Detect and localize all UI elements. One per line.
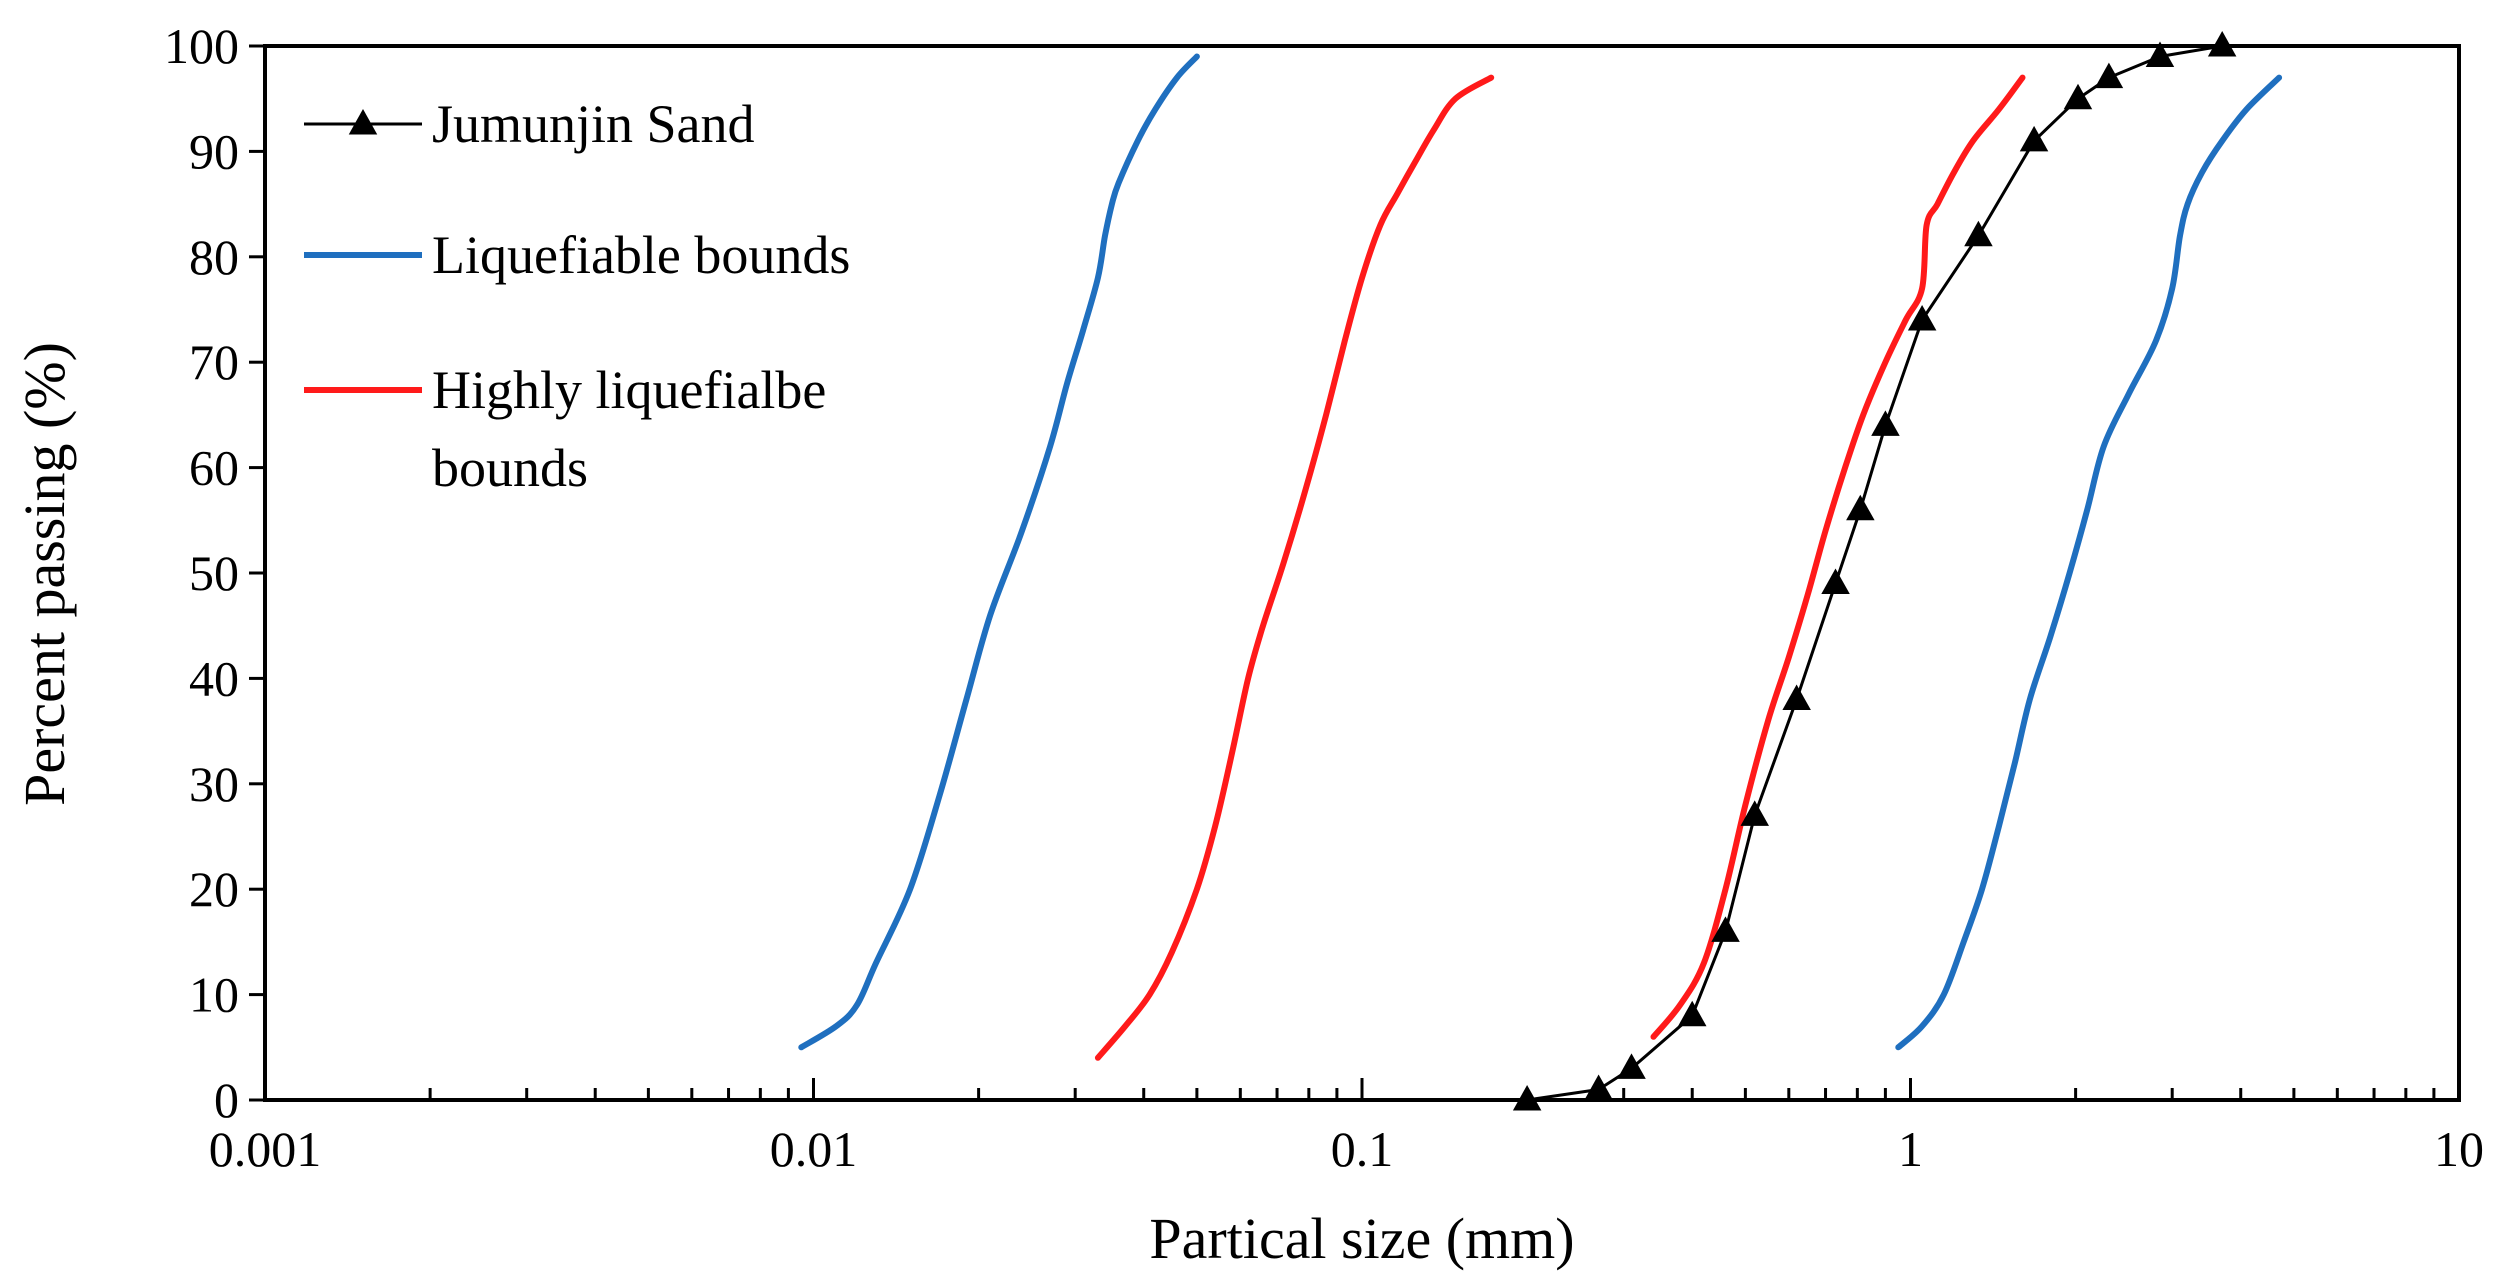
data-point-marker: [1512, 1085, 1542, 1111]
data-point-marker: [1871, 410, 1900, 436]
x-axis-ticks: [263, 1078, 2461, 1100]
y-tick-label: 90: [189, 123, 239, 179]
data-point-marker: [2063, 83, 2093, 110]
y-tick-label: 20: [189, 861, 239, 917]
data-point-marker: [1846, 494, 1875, 521]
x-axis-tick-labels: 0.001 0.01 0.1 1 10: [209, 1121, 2484, 1177]
data-point-marker: [1964, 220, 1993, 247]
y-tick-label: 0: [214, 1072, 239, 1128]
legend-label: Liquefiable bounds: [432, 225, 850, 285]
data-point-marker: [2207, 31, 2237, 57]
plot-area: [263, 44, 2461, 1102]
data-point-marker: [1584, 1074, 1613, 1100]
x-tick-label: 1: [1898, 1121, 1923, 1177]
x-tick-label: 0.001: [209, 1121, 322, 1177]
y-tick-label: 10: [189, 967, 239, 1023]
series-line-1: [798, 53, 1200, 1051]
data-point-marker: [1782, 684, 1811, 710]
y-tick-label: 60: [189, 440, 239, 496]
data-point-marker: [1907, 305, 1937, 331]
data-point-marker: [2019, 125, 2049, 152]
y-tick-label: 80: [189, 229, 239, 285]
y-tick-label: 50: [189, 545, 239, 601]
y-tick-label: 40: [189, 650, 239, 706]
data-point-marker: [2145, 41, 2175, 67]
series-markers: [1512, 31, 2237, 1111]
x-tick-label: 0.01: [770, 1121, 858, 1177]
data-point-marker: [1740, 800, 1769, 826]
series-line-3: [1094, 74, 1495, 1061]
data-point-marker: [1678, 1000, 1707, 1027]
x-axis-title: Partical size (mm): [1149, 1206, 1574, 1271]
y-axis-tick-labels: 0 10 20 30 40 50 60 70 80 90 100: [164, 18, 239, 1128]
y-axis-ticks: [249, 44, 265, 1102]
legend-marker: [348, 109, 378, 135]
y-tick-label: 100: [164, 18, 239, 74]
legend-label: Jumunjin Sand: [432, 94, 755, 154]
series-line-2: [1895, 74, 2283, 1051]
y-tick-label: 30: [189, 756, 239, 812]
legend: Jumunjin Sand Liquefiable bounds Highly li…: [304, 94, 850, 498]
x-tick-label: 10: [2434, 1121, 2484, 1177]
data-point-marker: [1617, 1053, 1646, 1079]
legend-label: bounds: [432, 438, 588, 498]
data-point-marker: [2094, 62, 2124, 89]
y-axis-title: Percent passing (%): [12, 342, 77, 806]
series-lines: [798, 44, 2283, 1102]
x-tick-label: 0.1: [1331, 1121, 1394, 1177]
data-point-marker: [1821, 568, 1850, 594]
y-tick-label: 70: [189, 334, 239, 390]
legend-label: Highly liquefialbe: [432, 360, 826, 420]
data-point-marker: [1711, 916, 1740, 942]
series-line-4: [1650, 74, 2026, 1040]
